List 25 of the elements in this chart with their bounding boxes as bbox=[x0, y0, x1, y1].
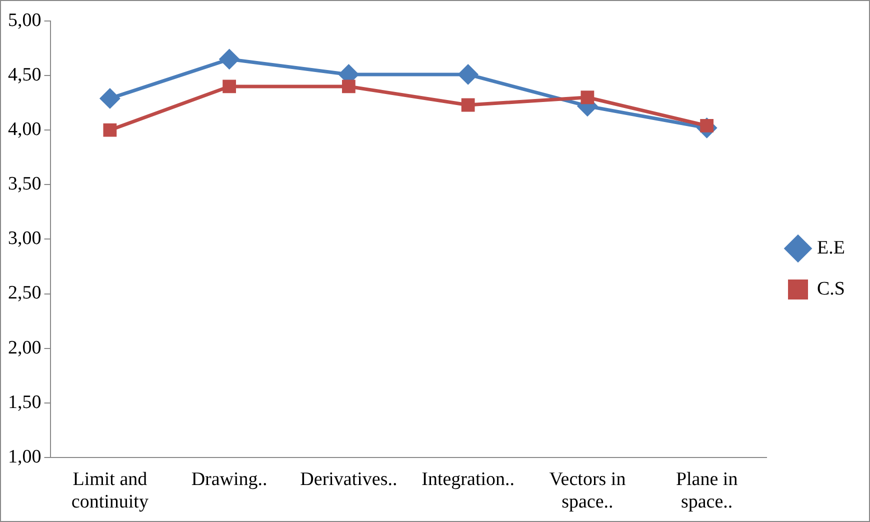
y-tick-label: 5,00 bbox=[8, 10, 42, 31]
point bbox=[342, 80, 356, 94]
point bbox=[580, 90, 594, 104]
x-tick-label: Vectors in space.. bbox=[549, 468, 626, 513]
y-tick-label: 3,50 bbox=[8, 174, 42, 195]
point bbox=[100, 88, 120, 108]
point bbox=[103, 123, 117, 137]
x-tick-label: Integration.. bbox=[422, 468, 514, 490]
y-tick-label: 1,50 bbox=[8, 392, 42, 413]
y-tick-label: 4,50 bbox=[8, 64, 42, 86]
y-tick-label: 2,50 bbox=[8, 282, 42, 304]
y-tick-label: 3,00 bbox=[8, 228, 42, 250]
x-tick-label: Limit and continuity bbox=[71, 468, 149, 513]
point bbox=[461, 98, 475, 112]
y-tick-label: 2,00 bbox=[8, 337, 42, 358]
legend-label: E.E bbox=[817, 237, 845, 258]
legend-label: C.S bbox=[817, 278, 846, 300]
point bbox=[220, 49, 240, 69]
point bbox=[458, 64, 478, 84]
x-tick-label: Drawing.. bbox=[191, 468, 268, 490]
y-tick-label: 1,00 bbox=[8, 446, 42, 468]
y-tick-label: 4,00 bbox=[8, 119, 42, 140]
x-tick-label: Derivatives.. bbox=[300, 468, 398, 490]
point bbox=[222, 80, 236, 94]
x-tick-label: Plane in space.. bbox=[676, 468, 738, 513]
